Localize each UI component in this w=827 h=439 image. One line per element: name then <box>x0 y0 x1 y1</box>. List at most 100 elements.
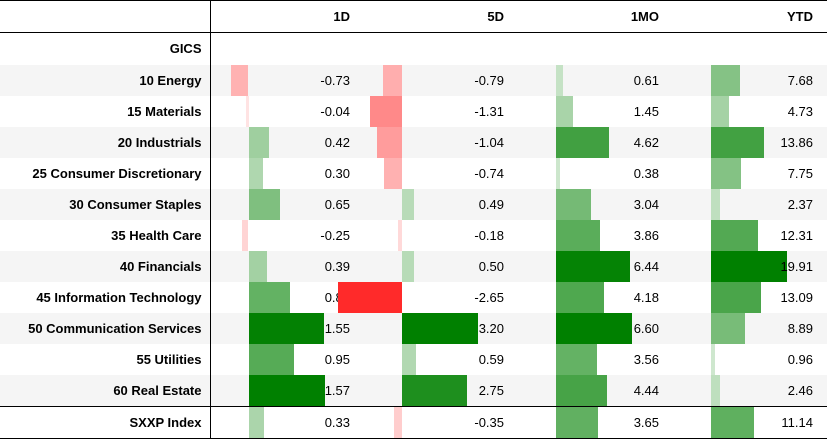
header-row: 1D 5D 1MO YTD <box>0 0 827 33</box>
table-row[interactable]: 15 Materials -0.04 -1.31 1.45 4.73 <box>0 95 827 127</box>
cell-5d[interactable]: 3.20 <box>364 312 518 344</box>
positive-bar <box>248 406 265 438</box>
cell-5d[interactable]: 0.49 <box>364 188 518 220</box>
row-label: 50 Communication Services <box>0 312 211 344</box>
positive-bar <box>711 406 754 438</box>
cell-5d[interactable]: 2.75 <box>364 374 518 407</box>
cell-value: 0.50 <box>478 258 504 274</box>
column-header-1d[interactable]: 1D <box>210 0 364 33</box>
cell-value: 0.96 <box>787 351 813 367</box>
cell-1d[interactable]: 0.39 <box>210 250 364 282</box>
cell-1mo[interactable]: 3.04 <box>518 188 673 220</box>
table-row[interactable]: 40 Financials 0.39 0.50 6.44 19.91 <box>0 250 827 282</box>
cell-value: 6.44 <box>633 258 659 274</box>
cell-1d[interactable]: -0.25 <box>210 219 364 251</box>
cell-1mo[interactable]: 6.44 <box>518 250 673 282</box>
row-label: 40 Financials <box>0 250 211 282</box>
table-row[interactable]: 25 Consumer Discretionary 0.30 -0.74 0.38 7.… <box>0 157 827 189</box>
cell-value: 4.18 <box>633 289 659 305</box>
row-label: 60 Real Estate <box>0 374 211 406</box>
cell-5d[interactable]: -0.79 <box>364 64 518 96</box>
cell-value: 0.49 <box>478 196 504 212</box>
cell-ytd[interactable]: 8.89 <box>673 312 827 344</box>
cell-ytd[interactable]: 7.75 <box>673 157 827 189</box>
positive-bar <box>711 250 787 282</box>
index-row[interactable]: SXXP Index 0.33 -0.35 3.65 11.14 <box>0 405 827 439</box>
cell-value: 0.42 <box>324 134 350 150</box>
cell-5d[interactable]: -1.04 <box>364 126 518 158</box>
cell-ytd[interactable]: 2.37 <box>673 188 827 220</box>
positive-bar <box>556 157 561 189</box>
cell-1mo[interactable]: 4.18 <box>518 281 673 313</box>
table-row[interactable]: 60 Real Estate 1.57 2.75 4.44 2.46 <box>0 374 827 407</box>
table-row[interactable]: 35 Health Care -0.25 -0.18 3.86 12.31 <box>0 219 827 251</box>
row-label: 20 Industrials <box>0 126 211 158</box>
cell-5d[interactable]: 0.59 <box>364 343 518 375</box>
cell-1d[interactable]: 1.57 <box>210 374 364 407</box>
table-row[interactable]: 50 Communication Services 1.55 3.20 6.60 8.8… <box>0 312 827 344</box>
cell-value: 7.75 <box>787 165 813 181</box>
cell-value: 3.20 <box>478 320 504 336</box>
cell-ytd[interactable]: 11.14 <box>673 405 827 439</box>
cell-1d[interactable]: 0.42 <box>210 126 364 158</box>
cell-1d[interactable]: -0.73 <box>210 64 364 96</box>
cell-1d[interactable]: 1.55 <box>210 312 364 344</box>
cell-ytd[interactable]: 13.86 <box>673 126 827 158</box>
table-row[interactable]: 30 Consumer Staples 0.65 0.49 3.04 2.37 <box>0 188 827 220</box>
cell-5d[interactable]: 0.50 <box>364 250 518 282</box>
cell-value: -2.65 <box>474 289 504 305</box>
table-row[interactable]: 55 Utilities 0.95 0.59 3.56 0.96 <box>0 343 827 375</box>
table-row[interactable]: 20 Industrials 0.42 -1.04 4.62 13.86 <box>0 126 827 158</box>
column-header-ytd[interactable]: YTD <box>673 0 827 33</box>
cell-1mo[interactable]: 3.56 <box>518 343 673 375</box>
table-row[interactable]: 45 Information Technology0.85-2.654.1813… <box>0 281 827 313</box>
cell-ytd[interactable]: 0.96 <box>673 343 827 375</box>
cell-ytd[interactable]: 12.31 <box>673 219 827 251</box>
positive-bar <box>556 188 591 220</box>
cell-ytd[interactable]: 19.91 <box>673 250 827 282</box>
cell-1d[interactable]: 0.65 <box>210 188 364 220</box>
cell-value: -1.04 <box>474 134 504 150</box>
cell-1d[interactable]: -0.04 <box>210 95 364 127</box>
cell-ytd[interactable]: 4.73 <box>673 95 827 127</box>
cell-value: 0.39 <box>324 258 350 274</box>
cell-5d[interactable]: -0.74 <box>364 157 518 189</box>
cell-value: 7.68 <box>787 72 813 88</box>
cell-1mo[interactable]: 3.65 <box>518 405 673 439</box>
negative-bar <box>370 95 402 127</box>
row-label: 35 Health Care <box>0 219 211 251</box>
positive-bar <box>556 219 601 251</box>
cell-ytd[interactable]: 2.46 <box>673 374 827 407</box>
negative-bar <box>242 219 249 251</box>
column-header-1mo[interactable]: 1MO <box>518 0 673 33</box>
negative-bar <box>384 157 402 189</box>
cell-ytd[interactable]: 13.09 <box>673 281 827 313</box>
cell-5d[interactable]: -1.31 <box>364 95 518 127</box>
cell-5d[interactable]: -0.18 <box>364 219 518 251</box>
positive-bar <box>556 126 610 158</box>
positive-bar <box>402 374 468 406</box>
cell-1mo[interactable]: 4.44 <box>518 374 673 407</box>
cell-1d[interactable]: 0.30 <box>210 157 364 189</box>
cell-1mo[interactable]: 0.61 <box>518 64 673 96</box>
cell-5d[interactable]: -0.35 <box>364 405 518 439</box>
cell-1d[interactable]: 0.33 <box>210 405 364 439</box>
cell-1mo[interactable]: 0.38 <box>518 157 673 189</box>
cell-1mo[interactable]: 3.86 <box>518 219 673 251</box>
cell-1d[interactable]: 0.95 <box>210 343 364 375</box>
group-header-row: GICS <box>0 32 827 65</box>
table-body: 10 Energy -0.73 -0.79 0.61 7.68 15 Materials -… <box>0 64 827 439</box>
cell-value: -0.35 <box>474 414 504 430</box>
cell-5d[interactable]: -2.65 <box>338 281 518 313</box>
cell-1mo[interactable]: 1.45 <box>518 95 673 127</box>
column-header-5d[interactable]: 5D <box>364 0 518 33</box>
cell-ytd[interactable]: 7.68 <box>673 64 827 96</box>
positive-bar <box>711 64 741 96</box>
cell-1mo[interactable]: 4.62 <box>518 126 673 158</box>
cell-value: 0.30 <box>324 165 350 181</box>
table-row[interactable]: 10 Energy -0.73 -0.79 0.61 7.68 <box>0 64 827 96</box>
group-label: GICS <box>0 32 211 65</box>
positive-bar <box>248 188 280 220</box>
cell-1mo[interactable]: 6.60 <box>518 312 673 344</box>
